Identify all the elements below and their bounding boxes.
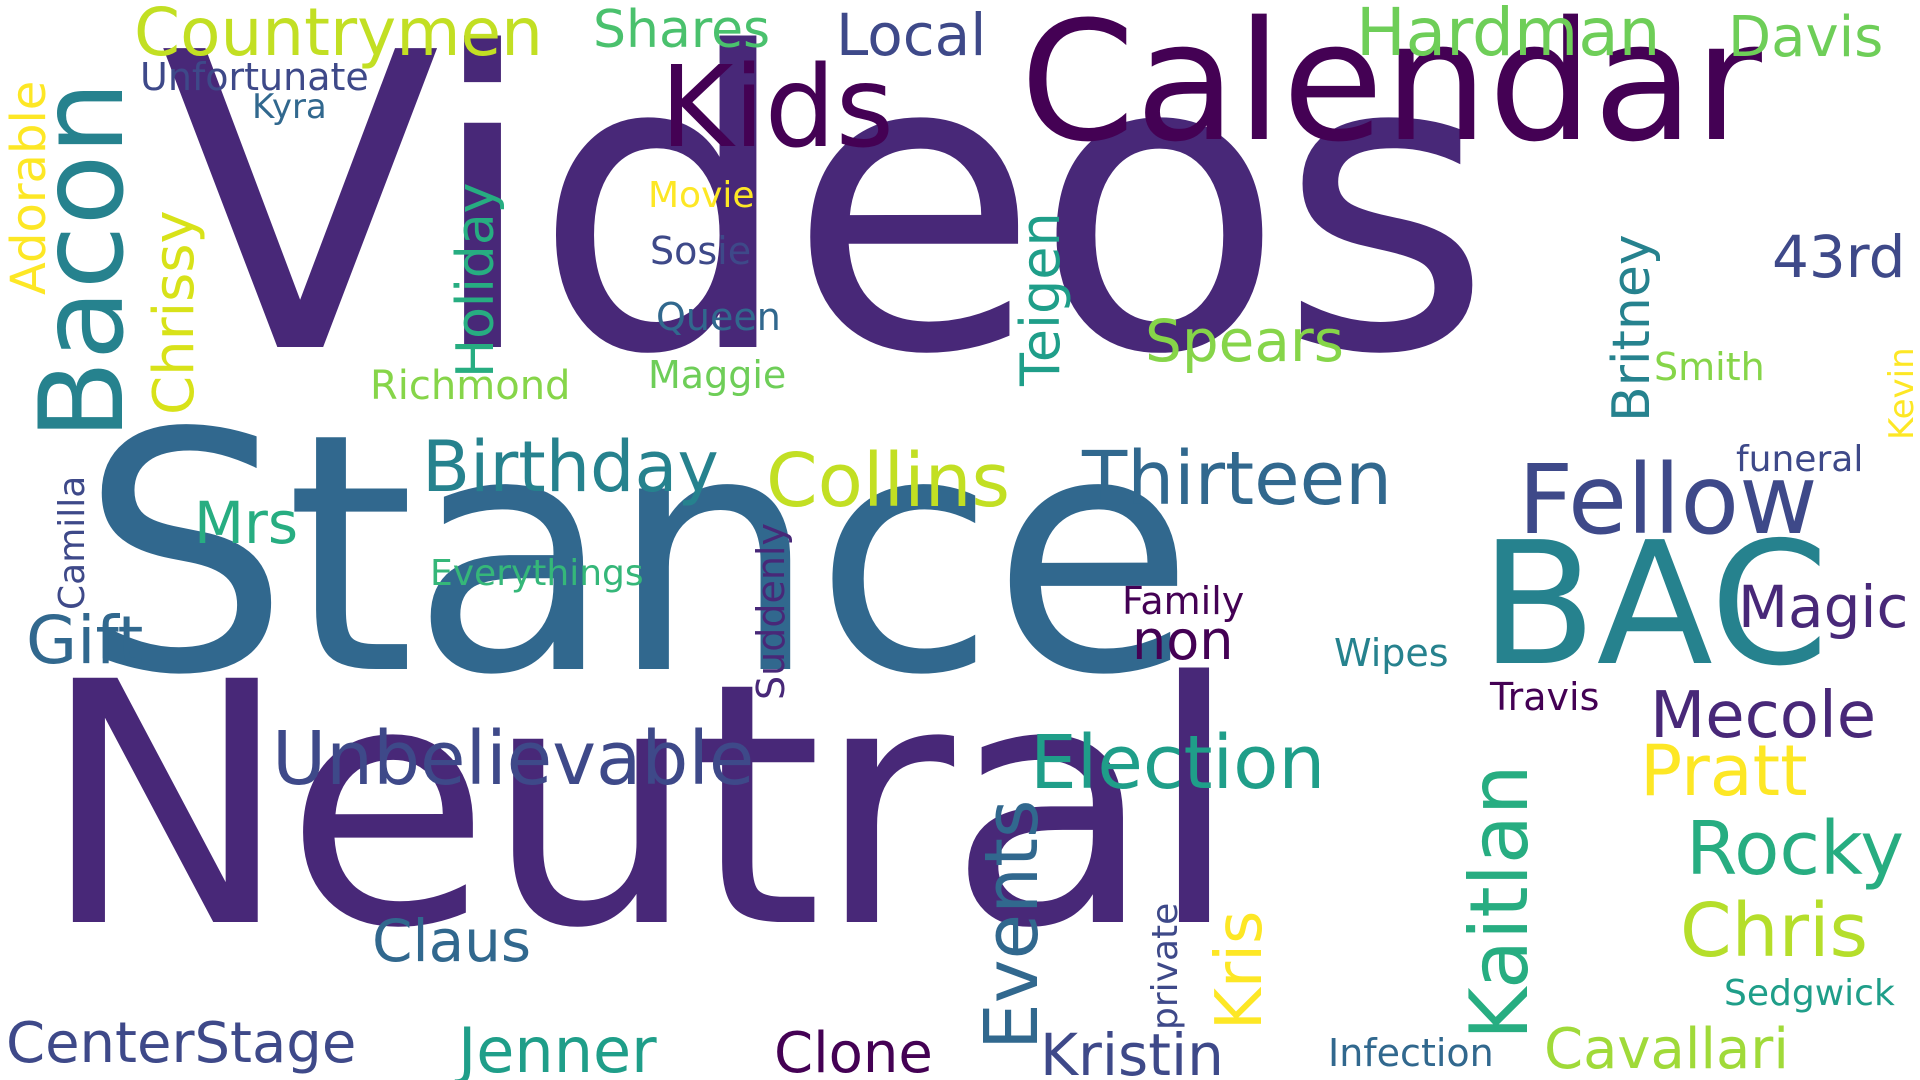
word-rocky: Rocky — [1686, 806, 1905, 892]
word-claus: Claus — [372, 907, 532, 975]
word-adorable: Adorable — [1, 80, 57, 295]
word-sedgwick: Sedgwick — [1724, 973, 1895, 1014]
word-movie: Movie — [648, 175, 755, 216]
word-camilla: Camilla — [52, 475, 93, 610]
word-chrissy: Chrissy — [142, 210, 207, 415]
word-everythings: Everythings — [430, 553, 644, 594]
word-countrymen: Countrymen — [134, 0, 543, 71]
word-maggie: Maggie — [648, 353, 787, 397]
word-local: Local — [836, 1, 987, 69]
word-kaitlan: Kaitlan — [1453, 764, 1546, 1040]
word-spears: Spears — [1145, 307, 1344, 375]
word-queen: Queen — [656, 295, 781, 339]
word-sosie: Sosie — [650, 229, 752, 273]
word-thirteen: Thirteen — [1082, 436, 1393, 522]
word-mecole: Mecole — [1650, 679, 1877, 753]
word-magic: Magic — [1738, 573, 1909, 641]
word-birthday: Birthday — [422, 426, 719, 508]
word-kris: Kris — [1203, 910, 1277, 1030]
word-unfortunate: Unfortunate — [140, 55, 369, 99]
word-suddenly: Suddenly — [749, 523, 793, 700]
word-unbelievable: Unbelievable — [272, 716, 755, 802]
word-cavallari: Cavallari — [1544, 1017, 1789, 1080]
word-neutral: Neutral — [40, 612, 1240, 1002]
word-events: Events — [969, 799, 1055, 1050]
word-family: Family — [1122, 579, 1245, 623]
word-pratt: Pratt — [1640, 730, 1808, 812]
word-election: Election — [1030, 720, 1326, 806]
word-stance: Stance — [80, 363, 1195, 747]
word-private: private — [1145, 902, 1186, 1030]
word-43rd: 43rd — [1772, 223, 1906, 291]
word-smith: Smith — [1654, 345, 1765, 389]
word-clone: Clone — [774, 1021, 933, 1080]
word-hardman: Hardman — [1356, 0, 1661, 71]
word-chris: Chris — [1680, 888, 1869, 974]
word-davis: Davis — [1728, 5, 1884, 70]
word-shares: Shares — [593, 0, 771, 60]
word-teigen: Teigen — [1009, 212, 1072, 386]
word-non: non — [1132, 609, 1234, 672]
word-richmond: Richmond — [370, 363, 571, 409]
word-kids: Kids — [660, 43, 895, 173]
word-holiday: Holiday — [446, 182, 506, 378]
word-travis: Travis — [1490, 675, 1600, 719]
word-jenner: Jenner — [458, 1014, 657, 1080]
word-videos: Videos — [160, 0, 1492, 444]
word-kristin: Kristin — [1040, 1021, 1224, 1080]
word-bac: BAC — [1480, 506, 1829, 704]
word-gift: Gift — [26, 602, 144, 679]
word-infection: Infection — [1328, 1031, 1494, 1075]
word-wipes: Wipes — [1334, 631, 1449, 675]
word-kyra: Kyra — [252, 87, 327, 127]
word-fellow: Fellow — [1518, 444, 1818, 556]
word-centerstage: CenterStage — [6, 1011, 357, 1076]
word-mrs: Mrs — [194, 489, 299, 557]
word-funeral: funeral — [1736, 439, 1864, 480]
word-calendar: Calendar — [1020, 0, 1762, 178]
word-collins: Collins — [766, 438, 1011, 524]
word-britney: Britney — [1602, 234, 1662, 422]
word-kevin: Kevin — [1882, 347, 1920, 440]
